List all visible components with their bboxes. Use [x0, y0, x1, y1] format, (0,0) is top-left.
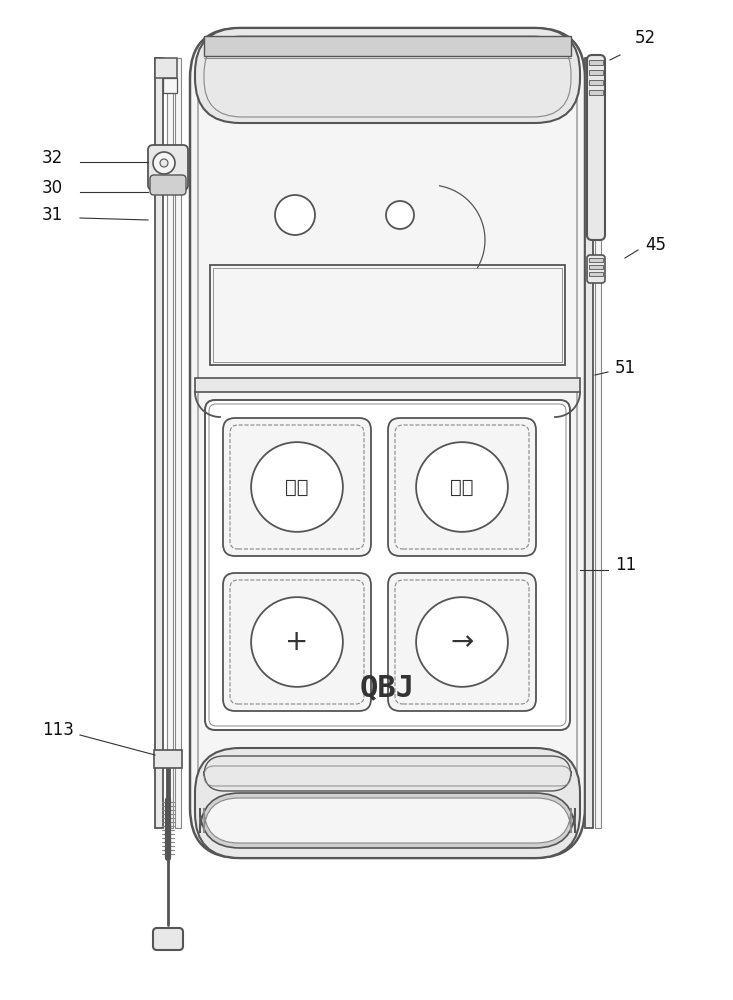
FancyBboxPatch shape [148, 145, 188, 190]
Bar [155, 58, 163, 828]
Text: 32: 32 [42, 149, 63, 167]
FancyBboxPatch shape [200, 793, 575, 848]
Bar [204, 36, 571, 56]
Bar [585, 58, 593, 828]
Circle shape [153, 152, 175, 174]
Bar [589, 80, 603, 85]
Bar [195, 378, 580, 392]
Ellipse shape [416, 442, 508, 532]
Text: 31: 31 [42, 206, 63, 224]
Circle shape [386, 201, 414, 229]
Text: 30: 30 [42, 179, 63, 197]
FancyBboxPatch shape [190, 28, 585, 858]
FancyBboxPatch shape [388, 418, 536, 556]
Circle shape [160, 159, 168, 167]
Circle shape [275, 195, 315, 235]
Text: +: + [285, 628, 309, 656]
Text: QBJ: QBJ [360, 674, 415, 702]
Ellipse shape [251, 597, 343, 687]
FancyBboxPatch shape [223, 418, 371, 556]
Ellipse shape [416, 597, 508, 687]
FancyBboxPatch shape [223, 573, 371, 711]
Bar [589, 265, 603, 269]
Bar [210, 265, 565, 365]
Bar [213, 268, 562, 362]
Bar [154, 750, 182, 768]
FancyBboxPatch shape [205, 400, 570, 730]
Bar [595, 58, 601, 828]
Text: 45: 45 [645, 236, 666, 254]
Bar [589, 90, 603, 95]
Text: 11: 11 [615, 556, 636, 574]
FancyBboxPatch shape [195, 28, 580, 123]
Bar [155, 58, 177, 78]
FancyBboxPatch shape [195, 748, 580, 858]
Text: 功能: 功能 [285, 478, 309, 496]
Bar [589, 258, 603, 262]
Bar [589, 70, 603, 75]
FancyBboxPatch shape [153, 928, 183, 950]
FancyBboxPatch shape [204, 798, 571, 843]
Text: 52: 52 [635, 29, 656, 47]
Text: 113: 113 [42, 721, 74, 739]
FancyBboxPatch shape [388, 573, 536, 711]
Bar [175, 58, 181, 828]
Bar [163, 78, 177, 93]
Text: 51: 51 [615, 359, 636, 377]
FancyBboxPatch shape [587, 55, 605, 240]
Text: →: → [450, 628, 474, 656]
Bar [589, 272, 603, 276]
FancyBboxPatch shape [587, 255, 605, 283]
FancyBboxPatch shape [150, 175, 186, 195]
Text: 设置: 设置 [450, 478, 474, 496]
Bar [589, 60, 603, 65]
Bar [167, 58, 173, 828]
Ellipse shape [251, 442, 343, 532]
